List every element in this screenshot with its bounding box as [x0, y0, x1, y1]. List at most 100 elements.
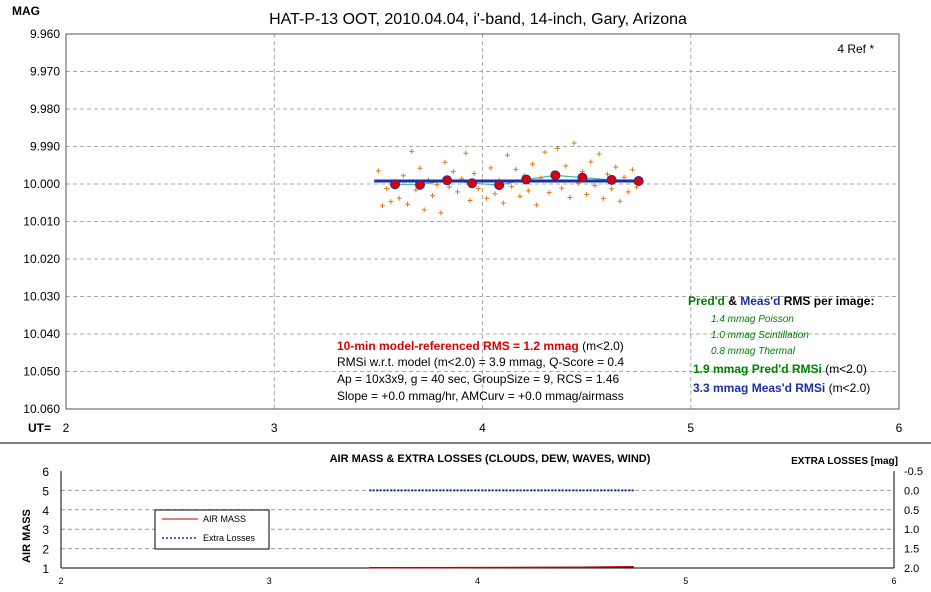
bottom-right-tick-label: 1.0	[904, 524, 919, 536]
measurement-point	[596, 151, 602, 157]
measurement-point	[600, 196, 606, 202]
measurement-point	[529, 161, 535, 167]
bottom-left-tick-label: 3	[42, 523, 49, 537]
main-chart-title: HAT-P-13 OOT, 2010.04.04, i'-band, 14-in…	[269, 11, 687, 28]
main-y-tick-label: 10.050	[23, 365, 60, 379]
measurement-point	[488, 165, 494, 171]
measurement-point	[604, 171, 610, 177]
measurement-point	[417, 165, 423, 171]
bottom-chart-title: AIR MASS & EXTRA LOSSES (CLOUDS, DEW, WA…	[330, 453, 651, 465]
measurement-point	[513, 166, 519, 172]
rms-annotation-line1: 10-min model-referenced RMS = 1.2 mmag (…	[337, 339, 624, 353]
measurement-point	[438, 210, 444, 216]
binned-point	[577, 172, 588, 183]
measurement-point	[396, 195, 402, 201]
rms-scintillation: 1.0 mmag Scintillation	[711, 330, 809, 341]
bottom-x-ticks: 2 3 4 5 6	[58, 576, 896, 586]
rms-red-suffix: (m<2.0)	[579, 339, 624, 353]
binned-point	[521, 174, 532, 185]
airmass-line	[369, 566, 634, 569]
measurement-point	[563, 163, 569, 169]
binned-point	[550, 170, 561, 181]
bottom-data-marks	[369, 489, 634, 569]
rms-heading-rest: RMS per image:	[780, 294, 874, 308]
rms-poisson: 1.4 mmag Poisson	[711, 314, 794, 325]
measurement-point	[629, 167, 635, 173]
bottom-grid	[61, 489, 894, 550]
main-ref-label: 4 Ref *	[837, 42, 874, 56]
bottom-left-ticks: 6 5 4 3 2 1	[42, 465, 49, 576]
measurement-point	[484, 195, 490, 201]
main-x-tick-label: 6	[896, 421, 903, 435]
bottom-x-tick-label: 6	[891, 576, 896, 586]
measurement-point	[542, 149, 548, 155]
bottom-left-tick-label: 6	[42, 465, 49, 479]
main-y-tick-label: 10.020	[23, 252, 60, 266]
measurement-point	[475, 186, 481, 191]
main-y-tick-label: 10.040	[23, 327, 60, 341]
measurement-point	[434, 182, 440, 188]
bottom-right-ticks: -0.5 0.0 0.5 1.0 1.5 2.0	[904, 466, 923, 575]
legend-box	[154, 509, 270, 550]
measurement-point	[609, 186, 615, 192]
binned-point	[494, 180, 505, 191]
rms-red-text: 10-min model-referenced RMS = 1.2 mmag	[337, 339, 579, 353]
binned-point	[442, 175, 453, 186]
measurement-point	[442, 159, 448, 165]
measurement-point	[430, 193, 436, 199]
main-plot-frame	[65, 33, 900, 410]
measurement-point	[584, 192, 590, 197]
binned-point	[606, 174, 617, 185]
measurement-point	[625, 189, 631, 195]
bottom-right-tick-label: 1.5	[904, 544, 919, 556]
main-x-tick-label: 4	[479, 421, 486, 435]
rms-pred-suffix: (m<2.0)	[822, 362, 867, 376]
measurement-point	[509, 184, 515, 190]
rms-heading-amp: &	[725, 294, 740, 308]
bottom-x-tick-label: 2	[58, 576, 63, 586]
measurement-point	[534, 202, 540, 208]
rms-thermal: 0.8 mmag Thermal	[711, 346, 796, 357]
main-y-tick-label: 10.030	[23, 290, 60, 304]
main-y-tick-label: 10.010	[23, 215, 60, 229]
bottom-right-axis-label: EXTRA LOSSES [mag]	[791, 456, 898, 467]
measurement-point	[613, 164, 619, 170]
measurement-point	[571, 140, 577, 146]
main-y-ticks: 9.960 9.970 9.980 9.990 10.000 10.010 10.020 10…	[23, 27, 60, 416]
measurement-point	[405, 201, 411, 207]
binned-point	[633, 176, 644, 186]
measurement-point	[446, 184, 452, 190]
measurement-point	[384, 186, 390, 191]
measurement-point	[467, 198, 473, 203]
main-y-tick-label: 9.980	[30, 102, 60, 116]
bottom-x-tick-label: 4	[475, 576, 480, 586]
measurement-point	[504, 152, 510, 158]
measurement-point	[421, 207, 427, 213]
rms-annotation-line2: RMSi w.r.t. model (m<2.0) = 3.9 mmag, Q-…	[337, 355, 624, 369]
main-y-tick-label: 9.990	[30, 140, 60, 154]
bottom-left-tick-label: 4	[42, 504, 49, 518]
main-x-tick-label: 2	[63, 421, 70, 435]
measurement-point	[450, 169, 456, 175]
measurement-point	[546, 190, 552, 196]
bottom-left-axis-label: AIR MASS	[21, 509, 33, 563]
measurement-point	[517, 193, 523, 199]
rms-meas-suffix: (m<2.0)	[825, 381, 870, 395]
bottom-x-tick-label: 5	[683, 576, 688, 586]
measurement-point	[592, 183, 598, 188]
bottom-right-tick-label: -0.5	[904, 466, 923, 478]
main-y-tick-label: 9.960	[30, 27, 60, 41]
main-y-tick-label: 10.060	[23, 402, 60, 416]
bottom-right-tick-label: 2.0	[904, 563, 919, 575]
binned-point	[390, 179, 401, 190]
main-x-tick-label: 5	[687, 421, 694, 435]
rms-heading-meas: Meas'd	[740, 294, 780, 308]
bottom-legend: AIR MASS Extra Losses	[154, 509, 270, 550]
measurement-point	[559, 185, 565, 191]
bottom-x-tick-label: 3	[267, 576, 272, 586]
main-x-ticks: 2 3 4 5 6	[63, 421, 903, 435]
rms-meas-line: 3.3 mmag Meas'd RMSi (m<2.0)	[693, 381, 870, 395]
rms-pred-line: 1.9 mmag Pred'd RMSi (m<2.0)	[693, 362, 867, 376]
bottom-right-tick-label: 0.0	[904, 485, 919, 497]
